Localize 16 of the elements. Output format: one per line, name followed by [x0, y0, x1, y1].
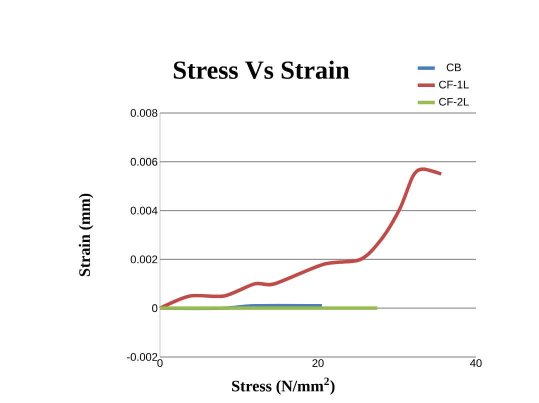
y-tick-label: 0.006	[130, 158, 158, 166]
y-tick-label: 0.008	[130, 109, 158, 117]
x-tick-label: 20	[312, 359, 324, 367]
y-tick-label: 0.004	[130, 206, 158, 214]
legend-label: CF-1L	[439, 80, 469, 88]
legend-label: CF-2L	[439, 98, 469, 106]
x-tick-label: 0	[157, 359, 163, 367]
y-tick-label: 0.002	[130, 256, 158, 264]
x-tick-label: 40	[470, 359, 482, 367]
y-tick-label: 0	[152, 304, 158, 312]
chart-title: Stress Vs Strain	[174, 60, 350, 80]
line-series	[158, 167, 443, 310]
x-axis-title: Stress (N/mm$^{2}$)	[232, 378, 335, 395]
y-tick-label: -0.002	[127, 353, 158, 361]
y-axis-title: Strain (mm)	[78, 194, 94, 276]
legend-label: CB	[446, 64, 461, 72]
